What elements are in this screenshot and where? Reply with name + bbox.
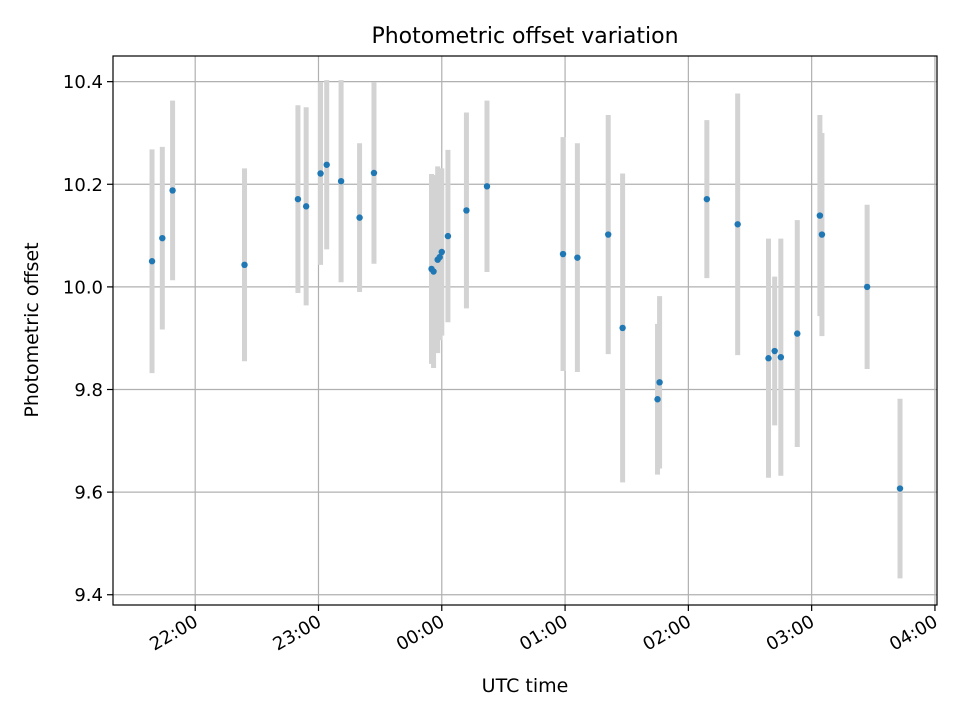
data-point bbox=[241, 261, 248, 269]
data-point bbox=[656, 379, 663, 386]
data-point bbox=[794, 330, 801, 337]
data-point bbox=[816, 212, 824, 219]
data-point bbox=[436, 253, 443, 261]
y-tick-label: 9.6 bbox=[74, 483, 103, 504]
data-point bbox=[703, 195, 711, 203]
data-point bbox=[605, 231, 612, 238]
chart-title: Photometric offset variation bbox=[371, 24, 678, 49]
y-tick-label: 10.4 bbox=[63, 72, 103, 93]
data-point bbox=[438, 248, 445, 256]
data-point bbox=[370, 169, 378, 177]
data-point bbox=[294, 195, 302, 203]
data-point bbox=[317, 170, 324, 177]
data-point bbox=[430, 268, 437, 275]
data-point bbox=[444, 232, 452, 240]
data-point bbox=[483, 183, 491, 190]
data-point bbox=[337, 177, 345, 185]
data-points bbox=[148, 161, 904, 492]
y-tick-label: 10.0 bbox=[63, 277, 103, 298]
data-point bbox=[302, 203, 310, 210]
data-point bbox=[771, 347, 778, 355]
data-point bbox=[818, 231, 826, 238]
data-point bbox=[734, 221, 741, 228]
y-axis-ticks: 9.4 9.6 9.8 10.0 10.2 10.4 bbox=[63, 72, 113, 606]
data-point bbox=[863, 283, 871, 291]
y-tick-label: 10.2 bbox=[63, 175, 103, 196]
plot-frame bbox=[112, 55, 938, 606]
data-point bbox=[356, 214, 363, 221]
data-point bbox=[148, 258, 156, 265]
data-point bbox=[169, 187, 176, 194]
data-point bbox=[574, 254, 581, 261]
y-tick-label: 9.8 bbox=[74, 380, 103, 401]
data-point bbox=[765, 355, 772, 362]
y-tick-label: 9.4 bbox=[74, 585, 103, 606]
x-axis-label: UTC time bbox=[482, 675, 569, 697]
data-point bbox=[323, 161, 330, 168]
data-point bbox=[559, 250, 567, 258]
data-point bbox=[896, 485, 904, 492]
data-point bbox=[159, 234, 166, 242]
data-point bbox=[654, 396, 661, 403]
data-point bbox=[619, 324, 626, 332]
data-point bbox=[463, 207, 470, 214]
data-point bbox=[777, 353, 785, 361]
y-axis-label: Photometric offset bbox=[21, 242, 43, 417]
